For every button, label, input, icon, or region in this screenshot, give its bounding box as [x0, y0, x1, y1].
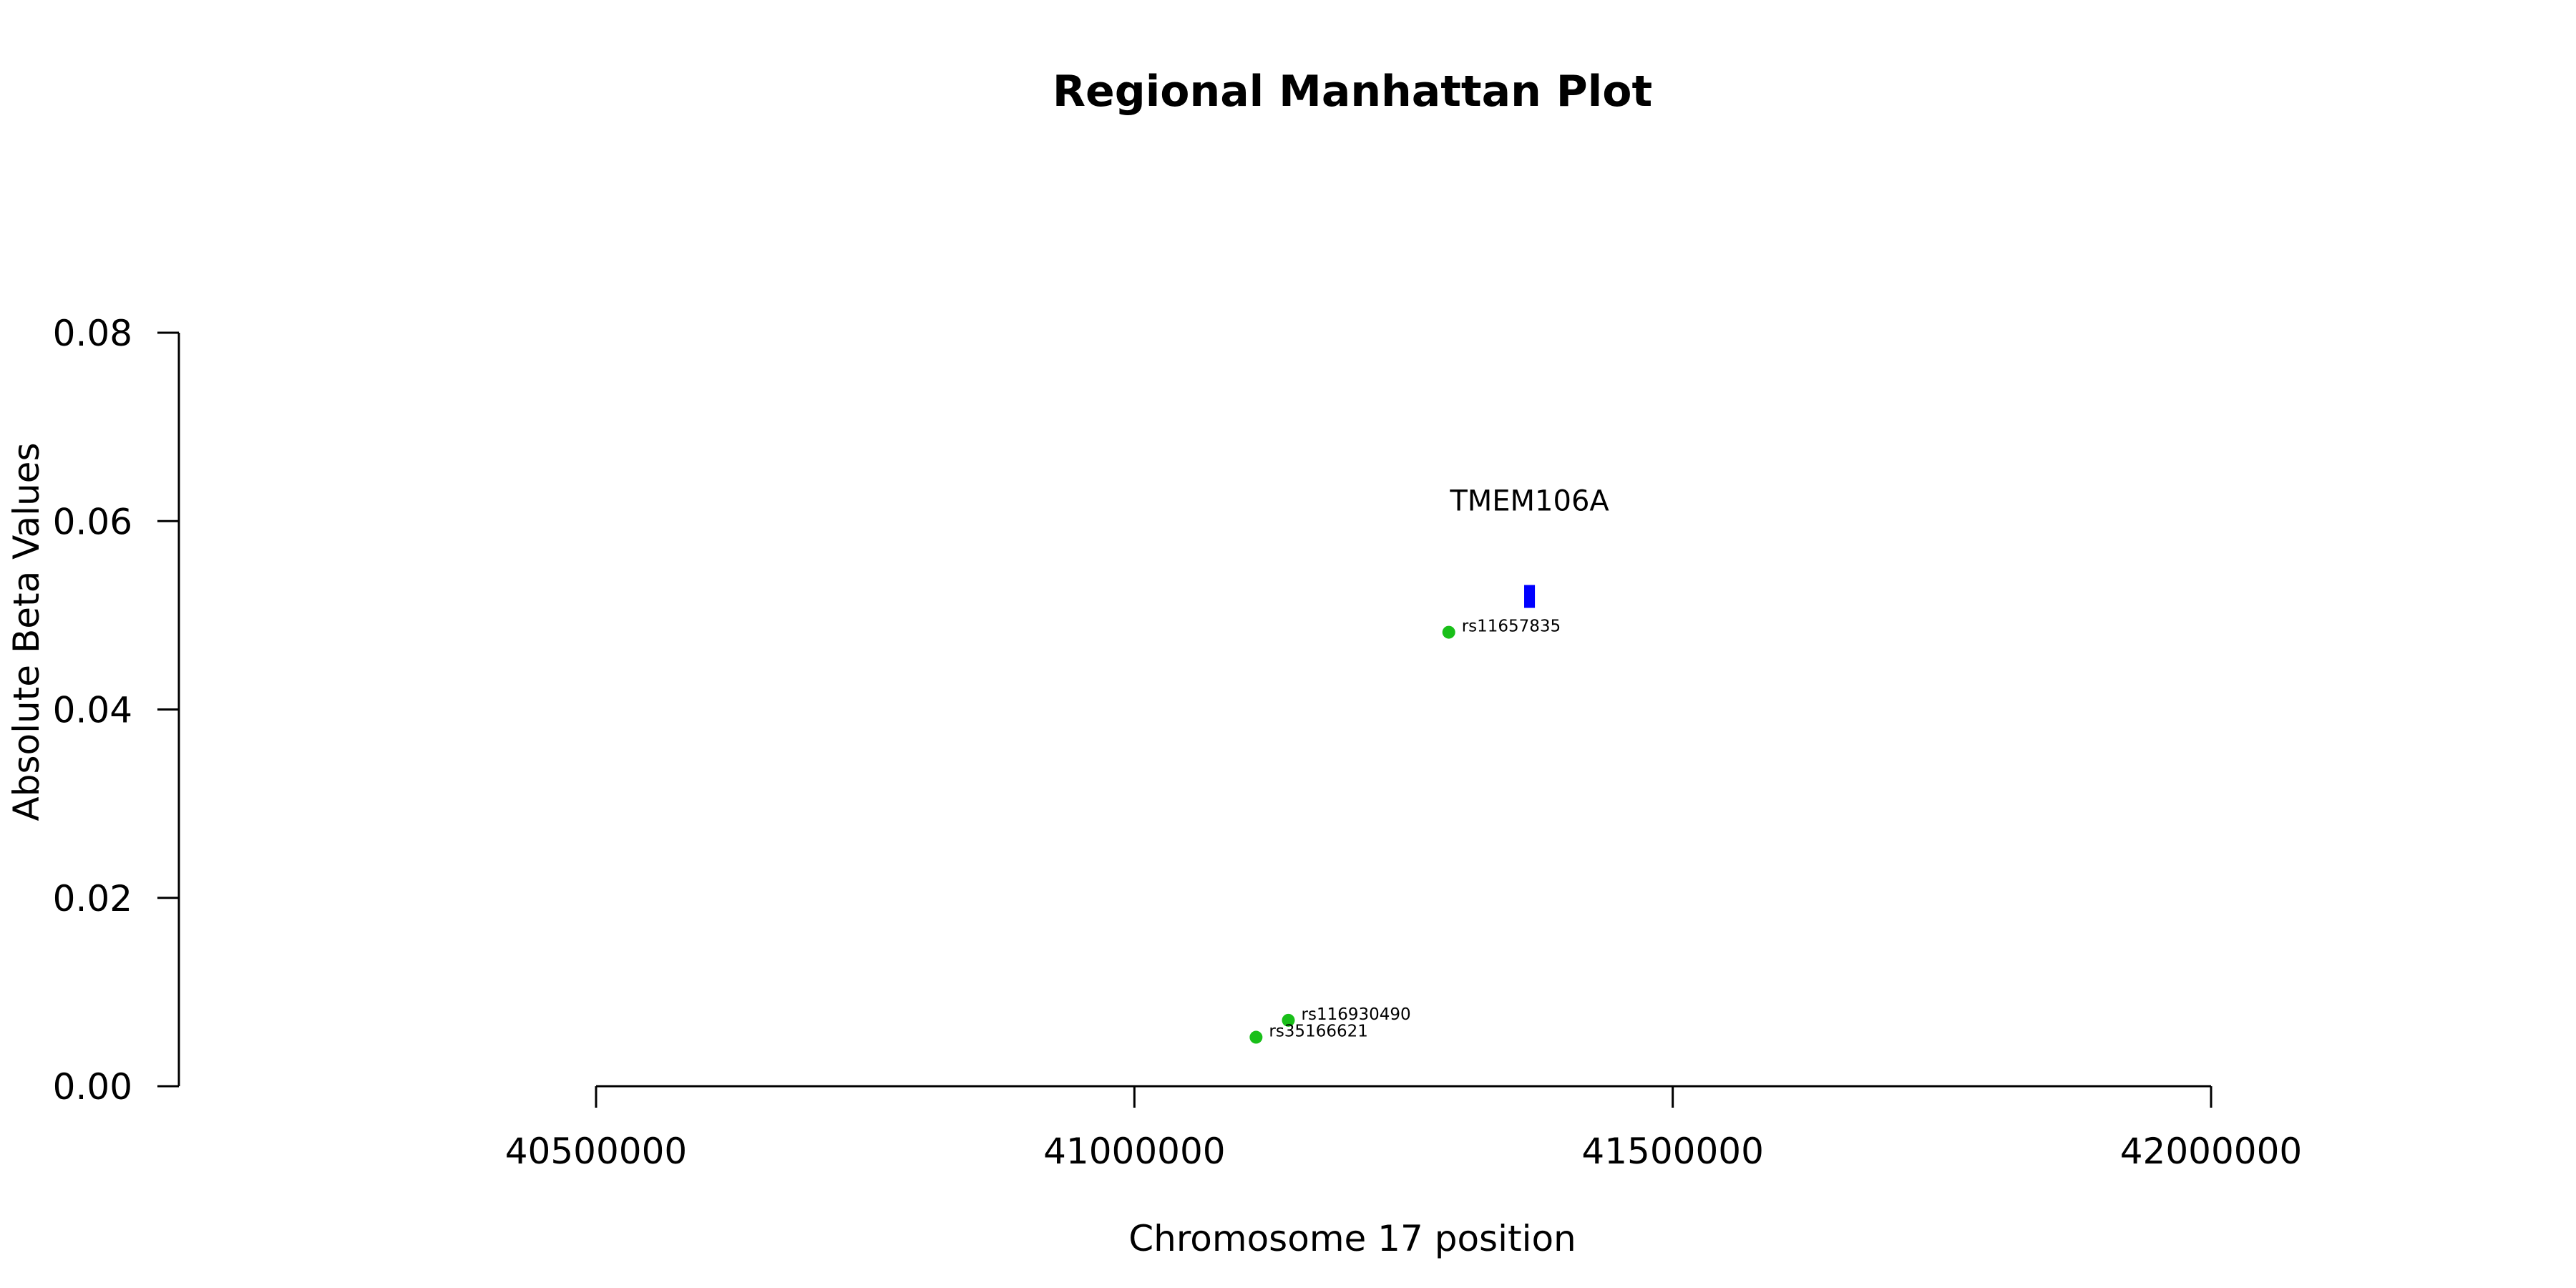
snp-label: rs116930490	[1302, 1005, 1411, 1024]
gene-bar	[1524, 585, 1536, 608]
x-tick-label: 41000000	[1043, 1131, 1226, 1172]
x-tick-label: 40500000	[505, 1131, 688, 1172]
y-tick-label: 0.04	[53, 690, 132, 731]
x-tick-label: 42000000	[2120, 1131, 2303, 1172]
snp-point	[1282, 1013, 1295, 1027]
gene-label: TMEM106A	[1449, 485, 1609, 518]
axes: 0.00 0.02 0.04 0.06 0.08 40500000 41000000 4150…	[53, 313, 2303, 1172]
snp-label: rs35166621	[1269, 1023, 1368, 1041]
x-axis-label: Chromosome 17 position	[1128, 1218, 1576, 1259]
chart-title: Regional Manhattan Plot	[1053, 67, 1652, 117]
snp-label: rs11657835	[1462, 618, 1561, 636]
y-tick-label: 0.06	[53, 501, 132, 542]
y-tick-label: 0.02	[53, 878, 132, 919]
snp-point	[1249, 1030, 1263, 1044]
snp-point	[1442, 625, 1455, 639]
x-tick-label: 41500000	[1581, 1131, 1764, 1172]
y-tick-label: 0.08	[53, 313, 132, 354]
y-tick-label: 0.00	[53, 1066, 132, 1108]
gene-track: TMEM106A	[1449, 485, 1609, 608]
y-axis-label: Absolute Beta Values	[6, 443, 47, 821]
